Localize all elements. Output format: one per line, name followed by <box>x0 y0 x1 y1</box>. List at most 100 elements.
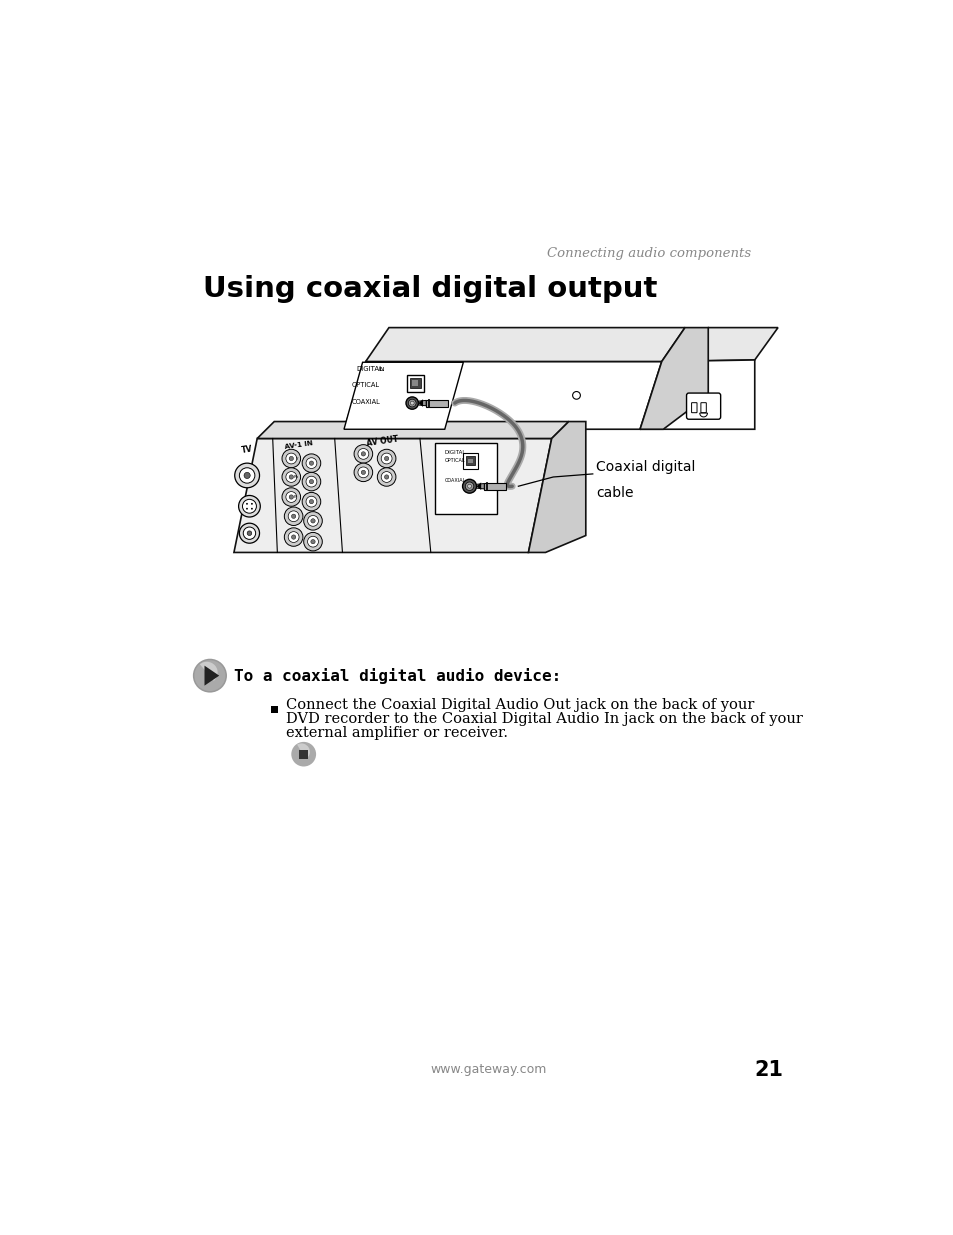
Circle shape <box>246 508 248 510</box>
Circle shape <box>289 474 294 479</box>
Circle shape <box>307 515 318 526</box>
Wedge shape <box>699 412 707 417</box>
Circle shape <box>381 453 392 464</box>
Text: Pb: Pb <box>294 475 298 479</box>
Circle shape <box>306 477 316 487</box>
Circle shape <box>193 658 227 693</box>
Circle shape <box>238 495 260 517</box>
Circle shape <box>246 503 248 505</box>
Circle shape <box>234 463 259 488</box>
Circle shape <box>292 514 295 519</box>
Circle shape <box>302 454 320 472</box>
FancyBboxPatch shape <box>465 456 475 466</box>
Circle shape <box>286 492 296 503</box>
Circle shape <box>282 488 300 506</box>
Polygon shape <box>344 362 463 430</box>
Circle shape <box>302 493 320 511</box>
Text: To a coaxial digital audio device:: To a coaxial digital audio device: <box>233 668 560 684</box>
Circle shape <box>361 452 365 456</box>
Circle shape <box>572 391 579 399</box>
Circle shape <box>251 503 253 505</box>
Circle shape <box>357 448 369 459</box>
Text: external amplifier or receiver.: external amplifier or receiver. <box>286 726 507 740</box>
Circle shape <box>194 661 225 692</box>
Polygon shape <box>204 666 219 685</box>
FancyBboxPatch shape <box>686 393 720 419</box>
Circle shape <box>357 467 369 478</box>
Text: IN: IN <box>378 367 385 372</box>
Circle shape <box>289 495 294 499</box>
FancyBboxPatch shape <box>435 443 497 514</box>
Text: Y: Y <box>294 457 297 461</box>
Circle shape <box>306 496 316 508</box>
Polygon shape <box>418 399 422 406</box>
Text: OPTICAL: OPTICAL <box>352 382 379 388</box>
Circle shape <box>251 508 253 510</box>
Wedge shape <box>296 743 310 760</box>
Text: DVD recorder to the Coaxial Digital Audio In jack on the back of your: DVD recorder to the Coaxial Digital Audi… <box>286 711 801 726</box>
Circle shape <box>292 535 295 540</box>
Circle shape <box>465 482 474 490</box>
Circle shape <box>410 401 414 405</box>
Circle shape <box>289 457 294 461</box>
Circle shape <box>243 527 255 540</box>
FancyBboxPatch shape <box>410 378 420 389</box>
Circle shape <box>377 468 395 487</box>
Circle shape <box>302 472 320 490</box>
Wedge shape <box>199 662 217 680</box>
FancyBboxPatch shape <box>412 380 418 387</box>
Polygon shape <box>427 399 429 406</box>
Polygon shape <box>418 400 426 406</box>
Circle shape <box>309 479 314 484</box>
Polygon shape <box>257 421 568 438</box>
Circle shape <box>384 457 389 461</box>
Circle shape <box>309 461 314 466</box>
Text: COAXIAL: COAXIAL <box>352 399 380 405</box>
Polygon shape <box>344 362 661 430</box>
Circle shape <box>247 531 252 536</box>
Circle shape <box>239 468 254 483</box>
Circle shape <box>282 450 300 468</box>
Polygon shape <box>476 483 480 490</box>
Text: www.gateway.com: www.gateway.com <box>431 1063 546 1077</box>
Polygon shape <box>639 327 707 430</box>
Circle shape <box>381 472 392 483</box>
Text: cable: cable <box>596 487 633 500</box>
FancyBboxPatch shape <box>462 453 477 468</box>
Circle shape <box>354 445 373 463</box>
Circle shape <box>361 471 365 474</box>
Circle shape <box>303 532 322 551</box>
Circle shape <box>286 472 296 483</box>
Circle shape <box>282 468 300 487</box>
Polygon shape <box>639 359 754 430</box>
Polygon shape <box>426 400 447 406</box>
Text: DIGITAL: DIGITAL <box>444 450 466 454</box>
Circle shape <box>284 527 303 546</box>
Polygon shape <box>233 438 551 552</box>
Text: Coaxial digital: Coaxial digital <box>596 459 695 474</box>
Circle shape <box>291 742 315 767</box>
Circle shape <box>288 511 298 521</box>
FancyBboxPatch shape <box>406 374 423 391</box>
Text: TV: TV <box>241 445 253 454</box>
FancyBboxPatch shape <box>700 403 705 412</box>
Circle shape <box>286 453 296 464</box>
Polygon shape <box>485 483 487 490</box>
Circle shape <box>242 499 256 514</box>
Text: COAXIAL: COAXIAL <box>444 478 466 483</box>
Circle shape <box>309 499 314 504</box>
FancyBboxPatch shape <box>691 403 697 412</box>
Circle shape <box>384 474 389 479</box>
Text: 21: 21 <box>754 1060 782 1079</box>
Circle shape <box>377 450 395 468</box>
Circle shape <box>408 399 416 406</box>
Polygon shape <box>528 421 585 552</box>
Circle shape <box>406 396 418 409</box>
Circle shape <box>288 531 298 542</box>
Circle shape <box>311 540 314 543</box>
Circle shape <box>306 458 316 468</box>
Text: Using coaxial digital output: Using coaxial digital output <box>203 275 657 303</box>
Polygon shape <box>365 327 684 362</box>
Polygon shape <box>476 484 484 489</box>
Bar <box>298 750 308 758</box>
